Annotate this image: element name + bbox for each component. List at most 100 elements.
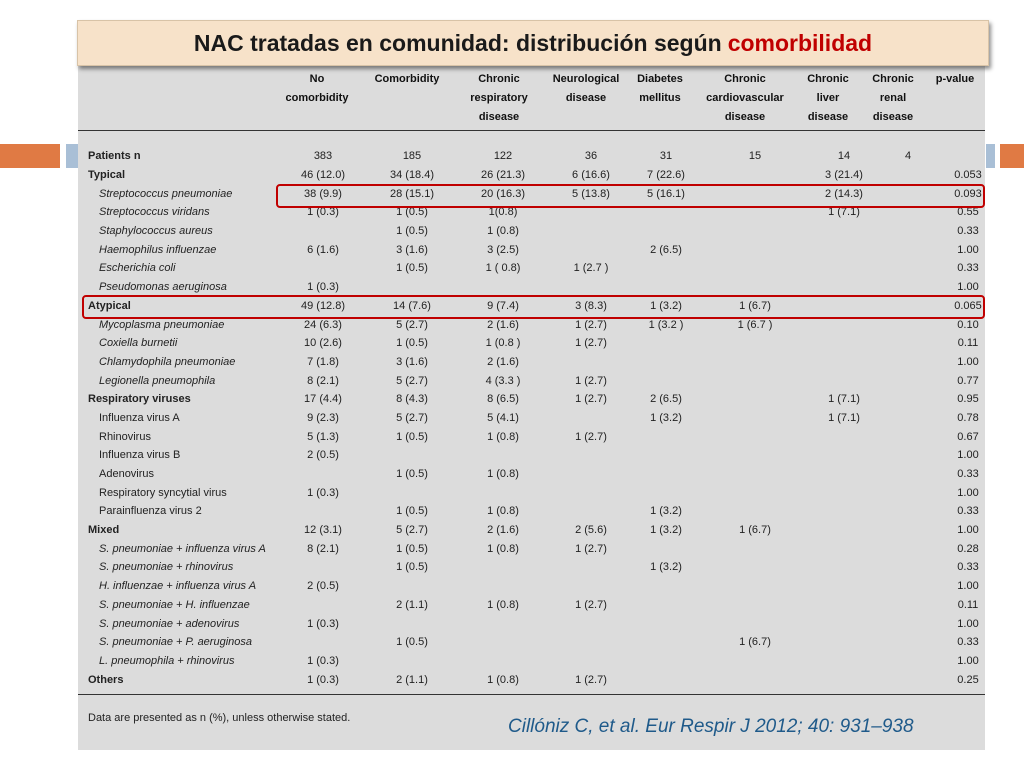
row-label: Escherichia coli — [99, 262, 176, 275]
column-header-line: Diabetes — [637, 73, 683, 85]
table-cell: 0.053 — [954, 169, 982, 182]
table-row: S. pneumoniae + adenovirus 1 (0.3) 1.00 — [84, 614, 996, 633]
row-label: Others — [88, 673, 124, 686]
table-cell — [634, 483, 698, 502]
table-cell: 1.00 — [957, 617, 979, 630]
table-cell — [698, 240, 812, 259]
table-cell: 2 (1.6) — [487, 318, 519, 331]
table-cell — [634, 652, 698, 671]
table-cell — [548, 614, 634, 633]
table-cell: 1 (0.5) — [396, 505, 428, 518]
table-cell — [280, 465, 366, 484]
row-label: Atypical — [88, 299, 131, 312]
table-row: Atypical 49 (12.8) 14 (7.6) 9 (7.4) 3 (8.3) 1… — [84, 297, 996, 316]
table-cell — [634, 222, 698, 241]
column-header-line: disease — [807, 111, 849, 123]
table-cell — [634, 670, 698, 689]
table-cell: 2 (1.6) — [487, 355, 519, 368]
table-cell: 1.00 — [957, 580, 979, 593]
table-cell: 1 (0.5) — [396, 542, 428, 555]
table-cell — [698, 371, 812, 390]
slide-title: NAC tratadas en comunidad: distribución … — [77, 20, 989, 66]
table-cell — [634, 614, 698, 633]
table-cell — [548, 240, 634, 259]
table-cell — [548, 558, 634, 577]
table-cell — [366, 614, 458, 633]
table-cell: 5 (2.7) — [396, 374, 428, 387]
table-cell: 1 (6.7) — [739, 524, 771, 537]
table-cell: 1 (0.5) — [396, 262, 428, 275]
table-cell — [698, 577, 812, 596]
table-cell: 46 (12.0) — [300, 169, 346, 182]
table-cell — [548, 652, 634, 671]
table-cell — [698, 670, 812, 689]
table-cell: 20 (16.3) — [480, 187, 526, 200]
table-cell — [458, 446, 548, 465]
table-row: Respiratory syncytial virus 1 (0.3) 1.00 — [84, 483, 996, 502]
table-cell: 1 (7.1) — [828, 411, 860, 424]
table-cell: 5 (4.1) — [487, 411, 519, 424]
table-cell — [366, 483, 458, 502]
table-cell: 0.33 — [957, 262, 979, 275]
table-cell: 1 (3.2) — [650, 411, 682, 424]
table-cell: 0.55 — [957, 206, 979, 219]
table-cell: 1 (0.8) — [487, 505, 519, 518]
table-cell: 1(0.8) — [488, 206, 518, 219]
table-cell: 1.00 — [957, 281, 979, 294]
table-cell: 0.78 — [957, 411, 979, 424]
table-cell — [876, 521, 940, 540]
table-row: S. pneumoniae + H. influenzae 2 (1.1) 1 (0… — [84, 596, 996, 615]
decorative-bar-left-blue — [66, 144, 78, 168]
table-cell — [458, 558, 548, 577]
row-label: Coxiella burnetii — [99, 337, 178, 350]
table-cell: 1 (3.2 ) — [648, 318, 684, 331]
table-cell: 0.33 — [957, 636, 979, 649]
table-cell — [698, 596, 812, 615]
row-label: Haemophilus influenzae — [99, 243, 217, 256]
table-cell — [876, 409, 940, 428]
table-cell: 5 (2.7) — [396, 524, 428, 537]
column-header-line: renal — [879, 92, 907, 104]
table-cell — [280, 558, 366, 577]
table-cell — [812, 334, 876, 353]
column-header: Chronic respiratory disease — [449, 70, 549, 127]
table-cell: 36 — [584, 150, 598, 163]
citation: Cillóniz C, et al. Eur Respir J 2012; 40… — [508, 716, 914, 737]
table-cell — [876, 278, 940, 297]
table-row: Parainfluenza virus 2 1 (0.5) 1 (0.8) 1 (3.… — [84, 502, 996, 521]
table-cell: 1 (7.1) — [828, 393, 860, 406]
table-cell: 1 (0.5) — [396, 430, 428, 443]
table-cell — [876, 427, 940, 446]
table-cell — [458, 483, 548, 502]
table-cell — [812, 353, 876, 372]
row-label: Influenza virus A — [99, 411, 180, 424]
table-cell: 1 (0.8 ) — [485, 337, 521, 350]
table-cell — [698, 652, 812, 671]
table-cell: 14 (7.6) — [393, 299, 431, 312]
table-cell — [280, 596, 366, 615]
table-cell: 1 (3.2) — [650, 299, 682, 312]
table-cell: 3 (1.6) — [396, 355, 428, 368]
table-cell: 1 (2.7) — [575, 673, 607, 686]
table-cell: 1 (2.7) — [575, 393, 607, 406]
table-cell: 3 (2.5) — [487, 243, 519, 256]
row-label: Parainfluenza virus 2 — [99, 505, 202, 518]
row-label: Respiratory syncytial virus — [99, 486, 227, 499]
table-cell — [548, 353, 634, 372]
table-row: Influenza virus A 9 (2.3) 5 (2.7) 5 (4.1) 1 … — [84, 409, 996, 428]
column-header: Comorbidity — [357, 70, 457, 89]
table-cell: 7 (22.6) — [647, 169, 685, 182]
table-cell: 1 (0.3) — [307, 206, 339, 219]
table-cell — [458, 614, 548, 633]
table-cell: 7 (1.8) — [307, 355, 339, 368]
column-header: Neurological disease — [536, 70, 636, 108]
table-cell: 1 (2.7) — [575, 318, 607, 331]
table-cell: 0.77 — [957, 374, 979, 387]
table-cell — [876, 390, 940, 409]
table-cell: 2 (6.5) — [650, 243, 682, 256]
table-cell — [548, 483, 634, 502]
table-cell: 1 (2.7) — [575, 598, 607, 611]
footer-rule — [78, 694, 985, 695]
row-label: H. influenzae + influenza virus A — [99, 580, 257, 593]
table-cell — [876, 465, 940, 484]
